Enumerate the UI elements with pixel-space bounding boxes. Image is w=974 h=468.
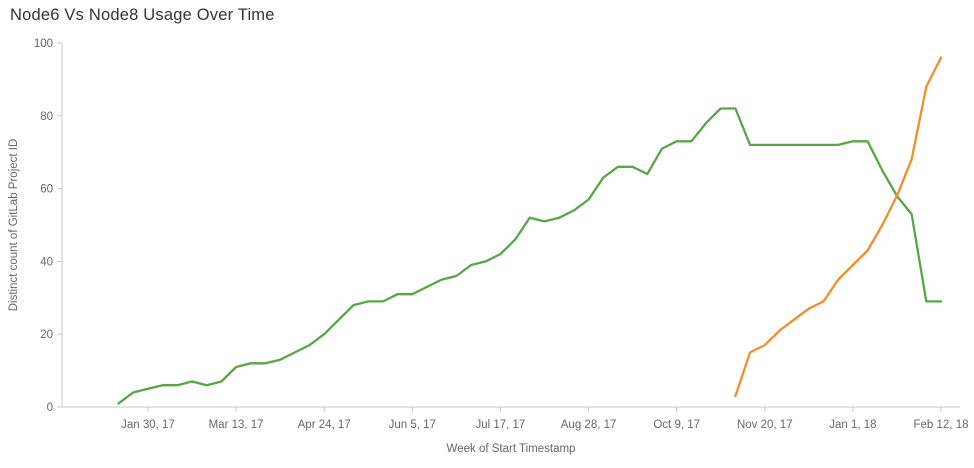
axis-lines: [61, 43, 960, 408]
series-line-node8[interactable]: [734, 56, 943, 398]
x-tick-label: Oct 9, 17: [653, 419, 700, 431]
y-tick-label: 20: [40, 329, 53, 341]
y-tick-label: 60: [40, 184, 53, 196]
y-tick-label: 0: [47, 402, 53, 414]
x-tick-label: Jul 17, 17: [475, 419, 525, 431]
x-tick-label: Jan 1, 18: [829, 419, 876, 431]
x-axis-title: Week of Start Timestamp: [446, 443, 576, 455]
y-tick-label: 40: [40, 256, 53, 268]
x-tick-label: Feb 12, 18: [914, 419, 969, 431]
series-line-node6[interactable]: [117, 107, 943, 405]
x-tick-label: Jun 5, 17: [389, 419, 436, 431]
x-tick-label: Aug 28, 17: [561, 419, 617, 431]
x-tick-label: Jan 30, 17: [121, 419, 175, 431]
y-tick-label: 80: [40, 111, 53, 123]
x-tick-label: Nov 20, 17: [737, 419, 793, 431]
chart-title: Node6 Vs Node8 Usage Over Time: [10, 6, 275, 24]
y-tick-label: 100: [34, 38, 53, 50]
x-tick-label: Mar 13, 17: [209, 419, 264, 431]
x-tick-label: Apr 24, 17: [298, 419, 351, 431]
